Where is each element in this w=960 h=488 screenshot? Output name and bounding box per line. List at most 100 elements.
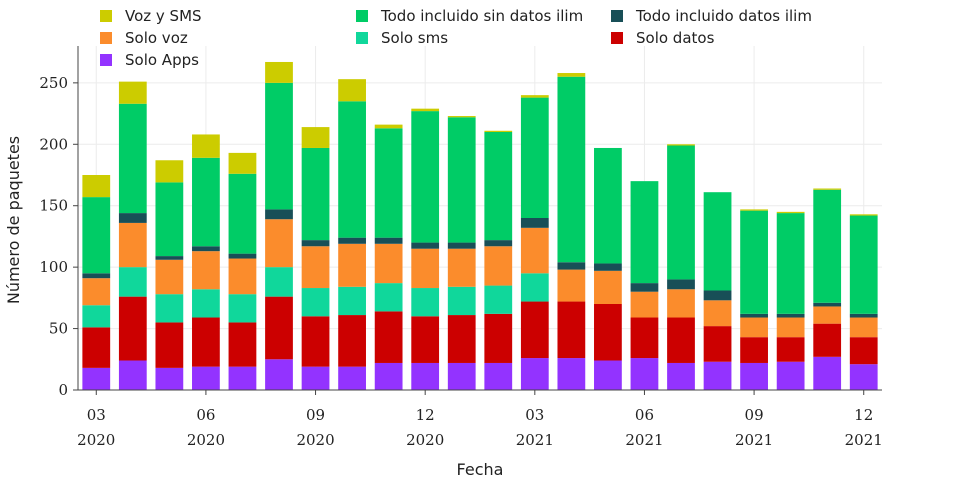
bar-segment	[740, 317, 768, 338]
bar-segment	[776, 213, 805, 314]
bar-segment	[374, 311, 403, 363]
x-tick-label-month: 09	[306, 406, 325, 424]
bar-segment	[849, 215, 878, 314]
x-axis-title: Fecha	[457, 460, 504, 479]
bar-segment	[594, 360, 622, 390]
y-tick-label: 100	[39, 258, 68, 276]
x-tick-label-year: 2021	[516, 431, 554, 449]
bar-segment	[265, 219, 293, 268]
bar-segment	[228, 152, 257, 174]
bar-segment	[813, 189, 842, 303]
bar-segment	[557, 358, 586, 390]
bar-segment	[520, 358, 549, 390]
bar-segment	[338, 79, 366, 102]
bar-segment	[82, 305, 111, 328]
legend-swatch	[356, 32, 368, 44]
x-tick-label-month: 09	[745, 406, 764, 424]
bar-segment	[447, 315, 476, 363]
x-tick-label-year: 2020	[296, 431, 334, 449]
bar-segment	[813, 302, 842, 307]
bar-segment	[265, 359, 293, 390]
bar-segment	[411, 108, 440, 112]
x-tick-label-month: 06	[196, 406, 215, 424]
bar-segment	[484, 246, 513, 286]
bar-segment	[484, 130, 513, 132]
bar-segment	[740, 210, 768, 314]
bar-segment	[192, 246, 220, 252]
bar-segment	[192, 134, 220, 158]
legend-label: Solo sms	[381, 29, 448, 47]
bar-segment	[776, 317, 805, 338]
bars	[82, 61, 878, 390]
bar-segment	[447, 117, 476, 243]
bar-segment	[265, 82, 293, 210]
bar-segment	[374, 362, 403, 390]
bar-segment	[447, 362, 476, 390]
bar-segment	[374, 237, 403, 244]
legend-swatch	[100, 10, 112, 22]
x-tick-label-month: 12	[854, 406, 873, 424]
bar-segment	[338, 315, 366, 367]
bar-segment	[740, 337, 768, 363]
bar-segment	[703, 361, 732, 390]
bar-segment	[265, 209, 293, 220]
bar-segment	[301, 147, 330, 241]
bar-segment	[411, 362, 440, 390]
bar-segment	[557, 76, 586, 263]
bar-segment	[301, 127, 330, 148]
legend-swatch	[100, 54, 112, 66]
bar-segment	[594, 147, 622, 264]
bar-segment	[703, 192, 732, 291]
bar-segment	[813, 323, 842, 357]
bar-segment	[155, 367, 184, 390]
bar-segment	[228, 173, 257, 254]
bar-segment	[374, 243, 403, 284]
bar-segment	[630, 317, 659, 359]
bar-segment	[557, 301, 586, 359]
bar-segment	[338, 286, 366, 316]
bar-segment	[301, 240, 330, 247]
bar-segment	[411, 316, 440, 363]
bar-segment	[776, 211, 805, 214]
bar-segment	[703, 326, 732, 362]
y-tick-label: 200	[39, 135, 68, 153]
y-tick-label: 150	[39, 197, 68, 215]
bar-segment	[776, 313, 805, 318]
bar-segment	[82, 278, 111, 306]
bar-segment	[484, 132, 513, 241]
bar-segment	[594, 304, 622, 361]
x-tick-label-year: 2020	[406, 431, 444, 449]
bar-segment	[118, 267, 147, 297]
bar-segment	[520, 227, 549, 274]
bar-segment	[192, 317, 220, 367]
legend-label: Todo incluido sin datos ilim	[380, 7, 583, 25]
bar-segment	[265, 61, 293, 83]
bar-segment	[667, 362, 695, 390]
bar-segment	[338, 101, 366, 238]
bar-segment	[374, 128, 403, 238]
bar-segment	[484, 240, 513, 247]
x-tick-label-month: 03	[87, 406, 106, 424]
x-tick-label-year: 2021	[625, 431, 663, 449]
bar-segment	[520, 273, 549, 302]
bar-segment	[813, 188, 842, 190]
legend-swatch	[611, 32, 623, 44]
bar-segment	[849, 317, 878, 338]
bar-segment	[301, 246, 330, 289]
bar-segment	[740, 362, 768, 390]
bar-segment	[118, 103, 147, 214]
bar-segment	[82, 175, 111, 198]
bar-segment	[520, 95, 549, 98]
bar-segment	[338, 366, 366, 390]
bar-segment	[484, 285, 513, 314]
bar-segment	[374, 283, 403, 312]
y-tick-label: 0	[58, 381, 68, 399]
bar-segment	[82, 367, 111, 390]
bar-segment	[265, 296, 293, 360]
x-tick-label-month: 12	[416, 406, 435, 424]
bar-segment	[703, 300, 732, 327]
y-axis-title: Número de paquetes	[4, 136, 23, 304]
y-tick-label: 250	[39, 74, 68, 92]
bar-segment	[118, 360, 147, 390]
bar-segment	[82, 327, 111, 368]
